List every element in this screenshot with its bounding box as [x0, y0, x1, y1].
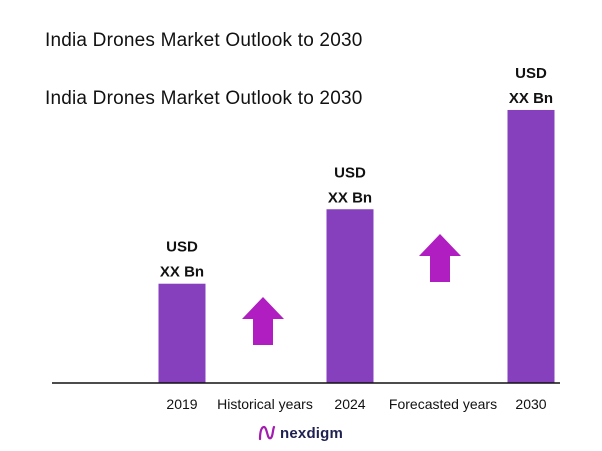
- nexdigm-logo: nexdigm: [258, 424, 343, 442]
- period-annotation: Historical years: [217, 396, 313, 412]
- bar-value-label: XX Bn: [328, 189, 372, 206]
- x-tick-label: 2030: [515, 396, 546, 412]
- period-annotation: Forecasted years: [389, 396, 497, 412]
- logo-text: nexdigm: [280, 424, 344, 442]
- x-tick-label: 2024: [334, 396, 365, 412]
- chart-title: India Drones Market Outlook to 2030: [45, 30, 363, 51]
- bar-value-label: USD: [334, 164, 366, 181]
- forecast-growth-arrow: [419, 234, 461, 282]
- bar-value-label: USD: [515, 65, 547, 82]
- historical-growth-arrow: [242, 297, 284, 345]
- bar-2019: [158, 283, 206, 383]
- chart-subtitle: India Drones Market Outlook to 2030: [45, 88, 363, 109]
- bar-2024: [326, 209, 374, 383]
- bar-value-label: USD: [166, 239, 198, 256]
- nexdigm-logo-icon: [258, 425, 276, 441]
- x-tick-label: 2019: [166, 396, 197, 412]
- bar-value-label: XX Bn: [160, 264, 204, 281]
- bar-2030: [507, 109, 555, 383]
- bar-value-label: XX Bn: [509, 90, 553, 107]
